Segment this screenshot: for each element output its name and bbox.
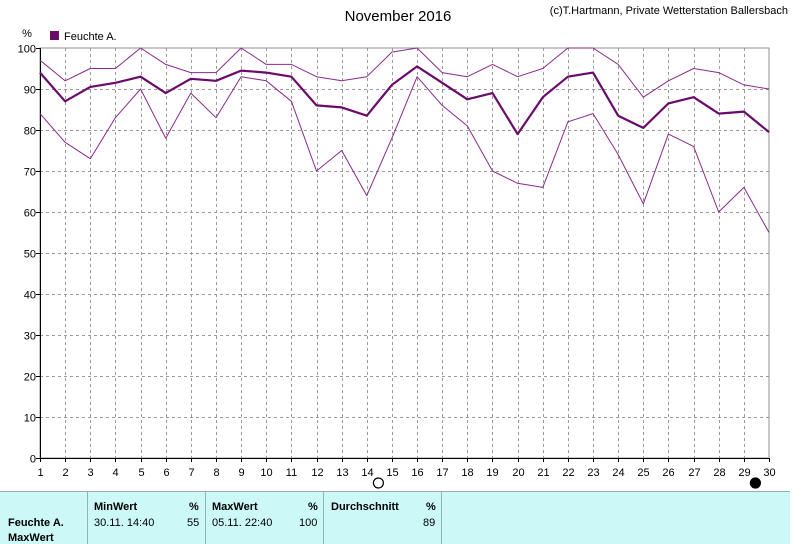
max-time: 05.11. 22:40 bbox=[212, 517, 273, 529]
statistics-panel: Feuchte A. MaxWert MinWert % 30.11. 14:4… bbox=[0, 491, 790, 544]
min-header: MinWert bbox=[94, 501, 138, 513]
series-lines bbox=[39, 47, 770, 233]
x-tick-label: 12 bbox=[311, 467, 323, 479]
x-tick-label: 23 bbox=[587, 467, 599, 479]
grid bbox=[39, 47, 770, 459]
humidity-chart: November 2016 (c)T.Hartmann, Private Wet… bbox=[18, 5, 788, 489]
x-tick-label: 25 bbox=[637, 467, 649, 479]
x-tick-label: 15 bbox=[386, 467, 398, 479]
y-tick-label: 80 bbox=[24, 126, 36, 138]
new-moon-icon bbox=[749, 477, 762, 489]
series-line-mean bbox=[39, 65, 770, 136]
stats-divider bbox=[323, 492, 324, 544]
x-tick-label: 29 bbox=[738, 467, 750, 479]
series-line-min bbox=[39, 76, 770, 233]
x-tick-label: 24 bbox=[612, 467, 624, 479]
x-tick-label: 26 bbox=[662, 467, 674, 479]
x-tick-label: 30 bbox=[763, 467, 775, 479]
stats-row-label: Feuchte A. bbox=[8, 517, 64, 529]
y-tick-label: 20 bbox=[24, 372, 36, 384]
y-tick-label: 50 bbox=[24, 249, 36, 261]
x-tick-label: 7 bbox=[188, 467, 194, 479]
min-unit: % bbox=[189, 501, 199, 513]
x-tick-label: 21 bbox=[537, 467, 549, 479]
y-tick-label: 100 bbox=[18, 44, 36, 56]
y-tick-label: 10 bbox=[24, 413, 36, 425]
stats-divider bbox=[441, 492, 442, 544]
average-value: 89 bbox=[423, 517, 436, 529]
x-tick-label: 13 bbox=[336, 467, 348, 479]
x-tick-label: 19 bbox=[486, 467, 498, 479]
y-tick-label: 60 bbox=[24, 208, 36, 220]
y-tick-label: 0 bbox=[30, 454, 36, 466]
chart-title: November 2016 bbox=[345, 8, 452, 25]
stats-divider bbox=[87, 492, 88, 544]
series-line-max bbox=[39, 47, 770, 98]
min-time: 30.11. 14:40 bbox=[94, 517, 155, 529]
x-tick-label: 27 bbox=[688, 467, 700, 479]
moon-markers bbox=[372, 477, 762, 489]
y-tick-label: 70 bbox=[24, 167, 36, 179]
x-tick-label: 18 bbox=[461, 467, 473, 479]
max-value: 100 bbox=[299, 517, 318, 529]
x-tick-label: 22 bbox=[562, 467, 574, 479]
legend-swatch bbox=[50, 31, 59, 40]
min-value: 55 bbox=[187, 517, 200, 529]
stats-divider bbox=[205, 492, 206, 544]
y-tick-label: 40 bbox=[24, 290, 36, 302]
max-unit: % bbox=[308, 501, 318, 513]
copyright-text: (c)T.Hartmann, Private Wetterstation Bal… bbox=[550, 5, 788, 17]
x-tick-label: 3 bbox=[87, 467, 93, 479]
x-tick-label: 9 bbox=[238, 467, 244, 479]
x-tick-label: 6 bbox=[163, 467, 169, 479]
average-header: Durchschnitt bbox=[331, 501, 399, 513]
x-tick-label: 1 bbox=[37, 467, 43, 479]
y-tick-label: 30 bbox=[24, 331, 36, 343]
x-tick-label: 11 bbox=[286, 467, 297, 479]
y-tick-label: 90 bbox=[24, 85, 36, 97]
y-axis-unit: % bbox=[22, 28, 32, 40]
max-header: MaxWert bbox=[212, 501, 258, 513]
x-tick-label: 4 bbox=[112, 467, 118, 479]
full-moon-icon bbox=[372, 477, 384, 489]
x-tick-label: 8 bbox=[213, 467, 219, 479]
stats-row-label-2: MaxWert bbox=[8, 532, 54, 544]
legend-label: Feuchte A. bbox=[64, 31, 117, 43]
x-tick-label: 20 bbox=[512, 467, 524, 479]
x-tick-label: 17 bbox=[436, 467, 448, 479]
x-tick-label: 28 bbox=[713, 467, 725, 479]
x-tick-label: 2 bbox=[62, 467, 68, 479]
x-tick-label: 14 bbox=[361, 467, 373, 479]
average-unit: % bbox=[426, 501, 436, 513]
x-tick-label: 10 bbox=[260, 467, 272, 479]
x-tick-label: 16 bbox=[411, 467, 423, 479]
x-tick-label: 5 bbox=[138, 467, 144, 479]
